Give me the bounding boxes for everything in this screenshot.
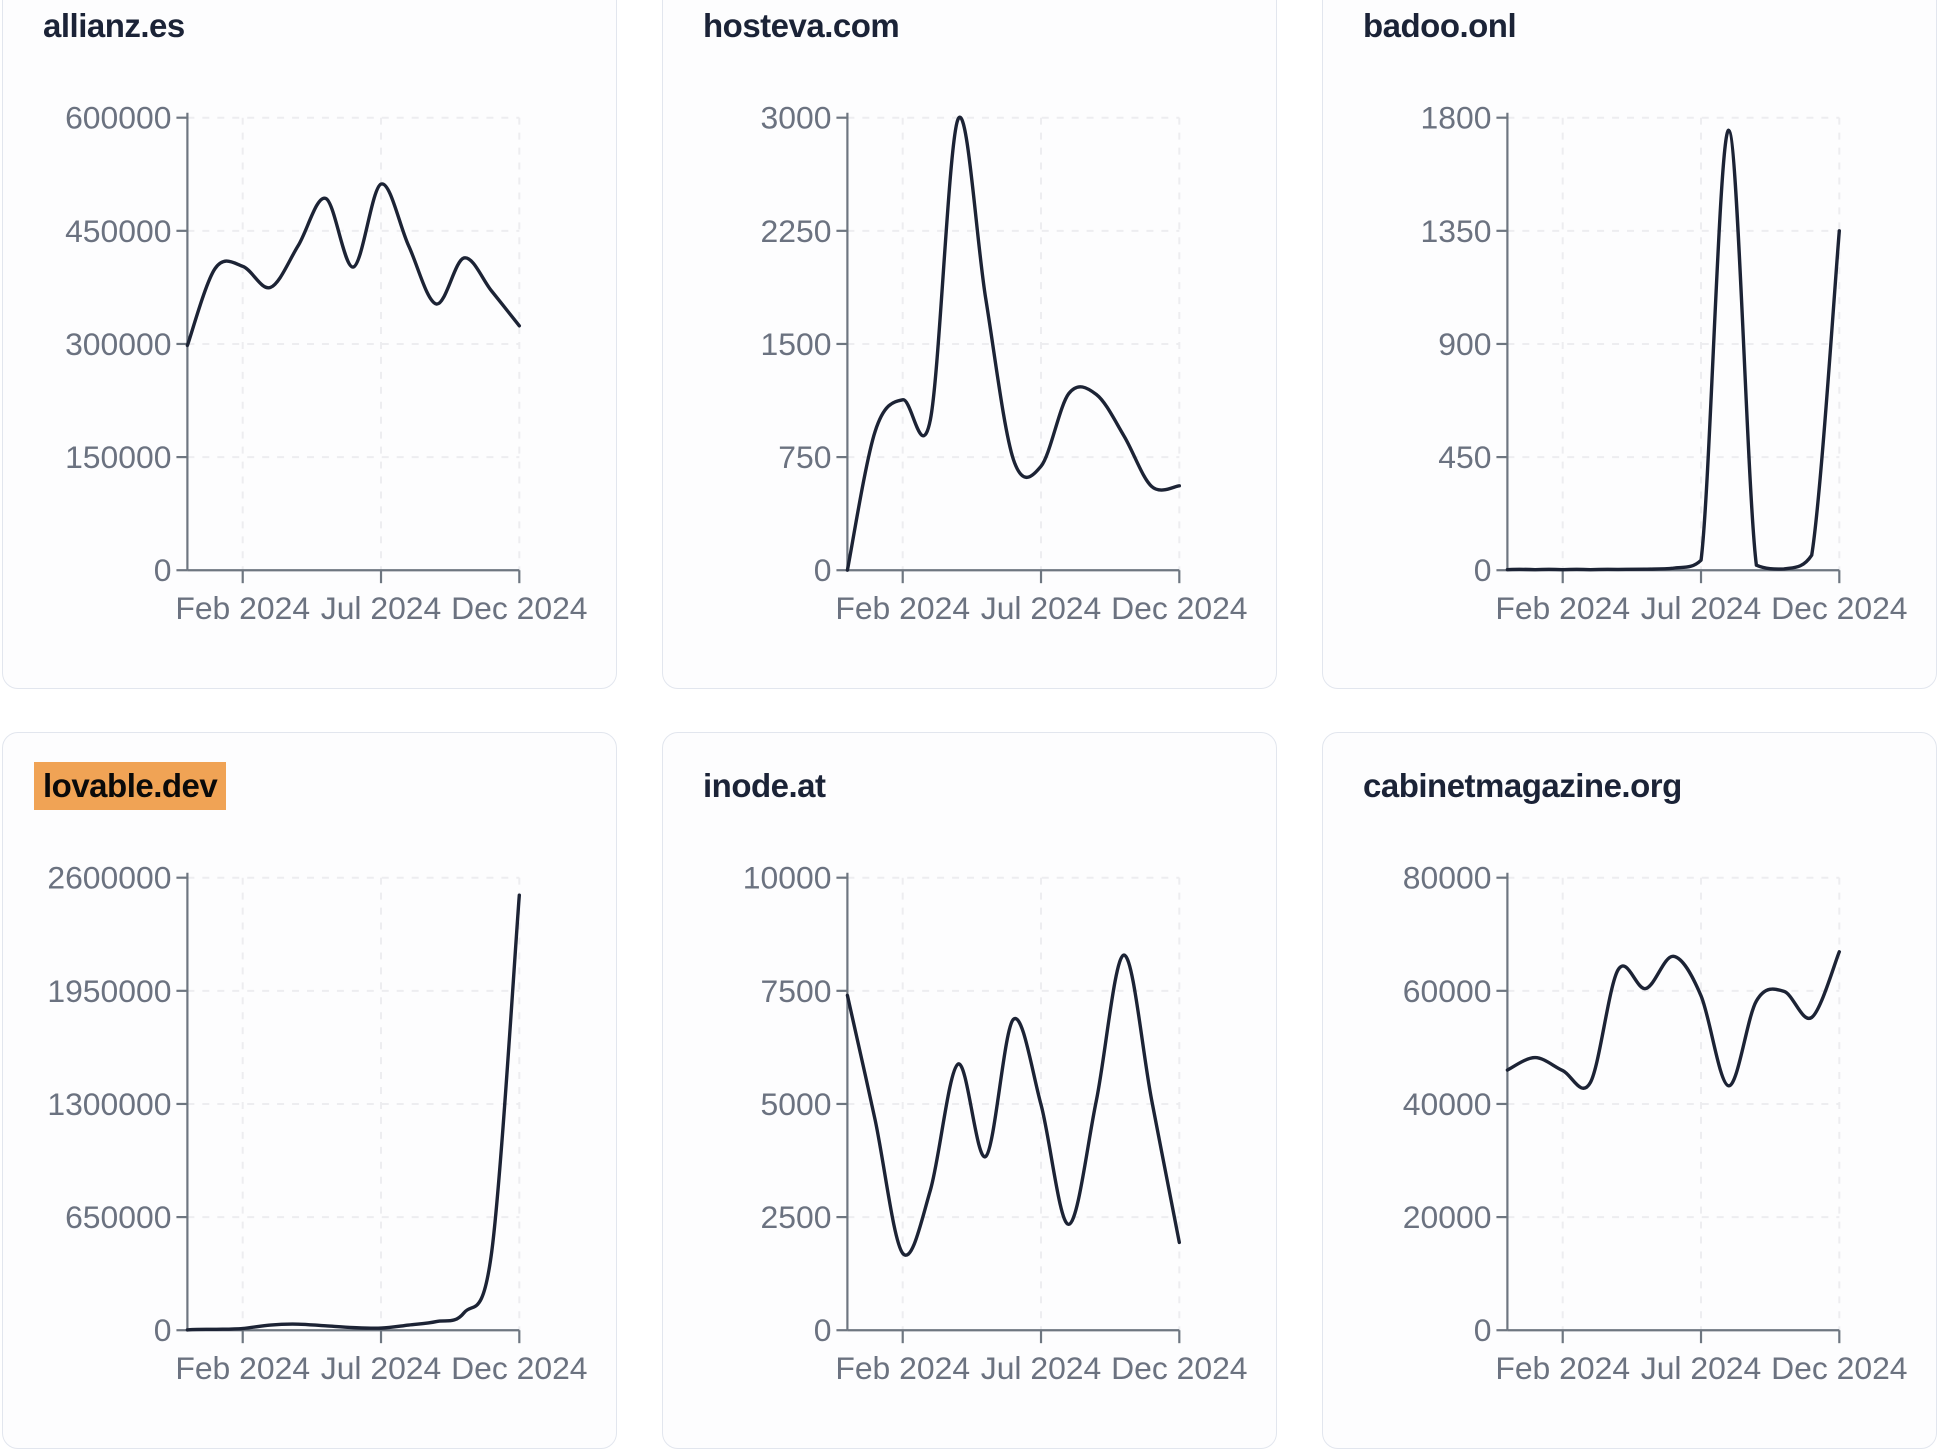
x-tick-label: Jul 2024	[1641, 590, 1762, 626]
y-tick-label: 1350	[1421, 213, 1492, 249]
gridlines	[847, 116, 1181, 571]
y-tick-label: 900	[1438, 326, 1491, 362]
y-tick-label: 0	[814, 552, 832, 588]
x-tick-label: Feb 2024	[1495, 1350, 1630, 1386]
x-tick-label: Feb 2024	[1495, 590, 1630, 626]
chart-card: allianz.es 0 150000 300000 450000 600000 Feb …	[2, 0, 617, 689]
chart-card: cabinetmagazine.org 0 20000 40000 60000 8000…	[1322, 732, 1937, 1449]
trend-line	[185, 893, 522, 1332]
y-axis: 0 150000 300000 450000 600000	[65, 100, 189, 588]
domain-name[interactable]: inode.at	[703, 767, 826, 804]
line-chart: 0 650000 1300000 1950000 2600000 Feb 2024 Jul …	[47, 860, 588, 1386]
y-tick-label: 1950000	[47, 973, 171, 1009]
chart-title: cabinetmagazine.org	[1363, 767, 1682, 805]
y-tick-label: 7500	[761, 973, 832, 1009]
trend-line	[1505, 950, 1842, 1090]
domain-name[interactable]: allianz.es	[43, 7, 185, 44]
chart-title: allianz.es	[43, 7, 185, 45]
trend-line	[845, 953, 1182, 1257]
y-axis: 0 2500 5000 7500 10000	[743, 860, 849, 1348]
domain-name[interactable]: cabinetmagazine.org	[1363, 767, 1682, 804]
domain-name[interactable]: hosteva.com	[703, 7, 900, 44]
y-axis: 0 450 900 1350 1800	[1421, 100, 1509, 588]
gridlines	[1507, 876, 1841, 1331]
y-axis: 0 650000 1300000 1950000 2600000	[47, 860, 189, 1348]
y-tick-label: 5000	[761, 1086, 832, 1122]
y-tick-label: 40000	[1403, 1086, 1492, 1122]
chart-title: hosteva.com	[703, 7, 900, 45]
y-tick-label: 60000	[1403, 973, 1492, 1009]
y-tick-label: 450	[1438, 439, 1491, 475]
chart-card: badoo.onl 0 450 900 1350 1800 Feb 2024 Jul 202…	[1322, 0, 1937, 689]
x-tick-label: Jul 2024	[981, 1350, 1102, 1386]
y-tick-label: 2500	[761, 1199, 832, 1235]
trend-line	[845, 115, 1182, 572]
y-tick-label: 600000	[65, 100, 171, 136]
x-tick-label: Feb 2024	[175, 1350, 310, 1386]
y-axis: 0 750 1500 2250 3000	[761, 100, 849, 588]
x-tick-label: Jul 2024	[981, 590, 1102, 626]
gridlines	[187, 876, 521, 1331]
x-axis: Feb 2024 Jul 2024 Dec 2024	[1495, 569, 1908, 626]
x-axis: Feb 2024 Jul 2024 Dec 2024	[1495, 1329, 1908, 1386]
trend-line	[1505, 128, 1842, 572]
y-tick-label: 0	[814, 1312, 832, 1348]
y-tick-label: 2600000	[47, 860, 171, 896]
x-tick-label: Feb 2024	[175, 590, 310, 626]
chart-card: inode.at 0 2500 5000 7500 10000 Feb 2024 Jul 2…	[662, 732, 1277, 1449]
gridlines	[847, 876, 1181, 1331]
chart-title: lovable.dev	[34, 762, 227, 810]
gridlines	[1507, 116, 1841, 571]
y-tick-label: 0	[154, 552, 172, 588]
y-tick-label: 300000	[65, 326, 171, 362]
y-tick-label: 80000	[1403, 860, 1492, 896]
x-tick-label: Jul 2024	[321, 1350, 442, 1386]
x-tick-label: Feb 2024	[835, 1350, 970, 1386]
y-tick-label: 3000	[761, 100, 832, 136]
x-tick-label: Jul 2024	[1641, 1350, 1762, 1386]
x-axis: Feb 2024 Jul 2024 Dec 2024	[175, 569, 588, 626]
x-tick-label: Dec 2024	[1771, 1350, 1907, 1386]
x-tick-label: Dec 2024	[1111, 590, 1247, 626]
x-axis: Feb 2024 Jul 2024 Dec 2024	[835, 569, 1248, 626]
line-chart: 0 150000 300000 450000 600000 Feb 2024 Jul 202…	[65, 100, 588, 626]
y-tick-label: 2250	[761, 213, 832, 249]
y-tick-label: 1300000	[47, 1086, 171, 1122]
x-tick-label: Feb 2024	[835, 590, 970, 626]
y-tick-label: 1500	[761, 326, 832, 362]
domain-name[interactable]: badoo.onl	[1363, 7, 1517, 44]
line-chart: 0 450 900 1350 1800 Feb 2024 Jul 2024 Dec 2024	[1421, 100, 1908, 626]
line-chart: 0 750 1500 2250 3000 Feb 2024 Jul 2024 Dec 2024	[761, 100, 1248, 626]
y-tick-label: 1800	[1421, 100, 1492, 136]
line-chart: 0 20000 40000 60000 80000 Feb 2024 Jul 2024 Dec…	[1403, 860, 1908, 1386]
y-tick-label: 0	[154, 1312, 172, 1348]
y-tick-label: 20000	[1403, 1199, 1492, 1235]
chart-title: inode.at	[703, 767, 826, 805]
x-axis: Feb 2024 Jul 2024 Dec 2024	[175, 1329, 588, 1386]
chart-card: hosteva.com 0 750 1500 2250 3000 Feb 2024 Jul …	[662, 0, 1277, 689]
y-tick-label: 650000	[65, 1199, 171, 1235]
y-tick-label: 750	[778, 439, 831, 475]
y-tick-label: 0	[1474, 1312, 1492, 1348]
y-axis: 0 20000 40000 60000 80000	[1403, 860, 1509, 1348]
y-tick-label: 150000	[65, 439, 171, 475]
x-tick-label: Dec 2024	[1111, 1350, 1247, 1386]
trend-line	[185, 182, 522, 348]
x-tick-label: Dec 2024	[1771, 590, 1907, 626]
line-chart: 0 2500 5000 7500 10000 Feb 2024 Jul 2024 Dec 20…	[743, 860, 1248, 1386]
domain-name-highlighted[interactable]: lovable.dev	[34, 762, 227, 810]
gridlines	[187, 116, 521, 571]
chart-title: badoo.onl	[1363, 7, 1517, 45]
y-tick-label: 10000	[743, 860, 832, 896]
x-tick-label: Jul 2024	[321, 590, 442, 626]
x-axis: Feb 2024 Jul 2024 Dec 2024	[835, 1329, 1248, 1386]
y-tick-label: 450000	[65, 213, 171, 249]
x-tick-label: Dec 2024	[451, 590, 587, 626]
y-tick-label: 0	[1474, 552, 1492, 588]
x-tick-label: Dec 2024	[451, 1350, 587, 1386]
chart-card: lovable.dev 0 650000 1300000 1950000 2600000…	[2, 732, 617, 1449]
